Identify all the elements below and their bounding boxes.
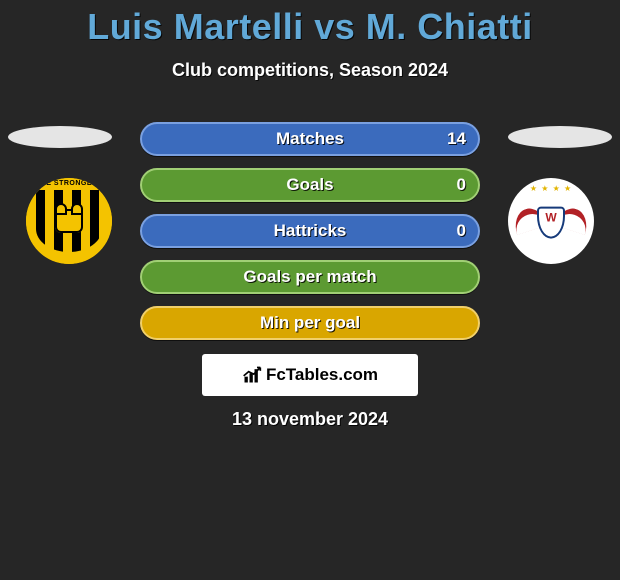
tiger-icon: [55, 209, 83, 233]
shield-icon: [537, 207, 565, 239]
stat-pill: Hattricks0: [140, 214, 480, 248]
stat-label: Hattricks: [142, 216, 478, 246]
date-text: 13 november 2024: [0, 409, 620, 430]
stat-right-value: 14: [447, 124, 466, 154]
right-team-logo: ★ ★ ★ ★: [508, 178, 594, 264]
left-oval-decor: [8, 126, 112, 148]
stat-label: Min per goal: [142, 308, 478, 338]
stat-pill: Goals0: [140, 168, 480, 202]
right-oval-decor: [508, 126, 612, 148]
stat-right-value: 0: [457, 216, 466, 246]
stat-pill: Min per goal: [140, 306, 480, 340]
page-subtitle: Club competitions, Season 2024: [0, 60, 620, 81]
stat-pill: Matches14: [140, 122, 480, 156]
brand-card: FcTables.com: [202, 354, 418, 396]
chart-icon: [242, 365, 262, 385]
comparison-card: Luis Martelli vs M. Chiatti Club competi…: [0, 0, 620, 580]
page-title: Luis Martelli vs M. Chiatti: [0, 0, 620, 48]
right-team-crest: [531, 203, 571, 243]
stat-right-value: 0: [457, 170, 466, 200]
right-team-stars: ★ ★ ★ ★: [508, 184, 594, 193]
stat-label: Goals: [142, 170, 478, 200]
stat-label: Goals per match: [142, 262, 478, 292]
brand-text: FcTables.com: [266, 365, 378, 385]
stats-list: Matches14Goals0Hattricks0Goals per match…: [140, 122, 480, 352]
stat-pill: Goals per match: [140, 260, 480, 294]
left-team-logo: HE STRONGES: [26, 178, 112, 264]
stat-label: Matches: [142, 124, 478, 154]
